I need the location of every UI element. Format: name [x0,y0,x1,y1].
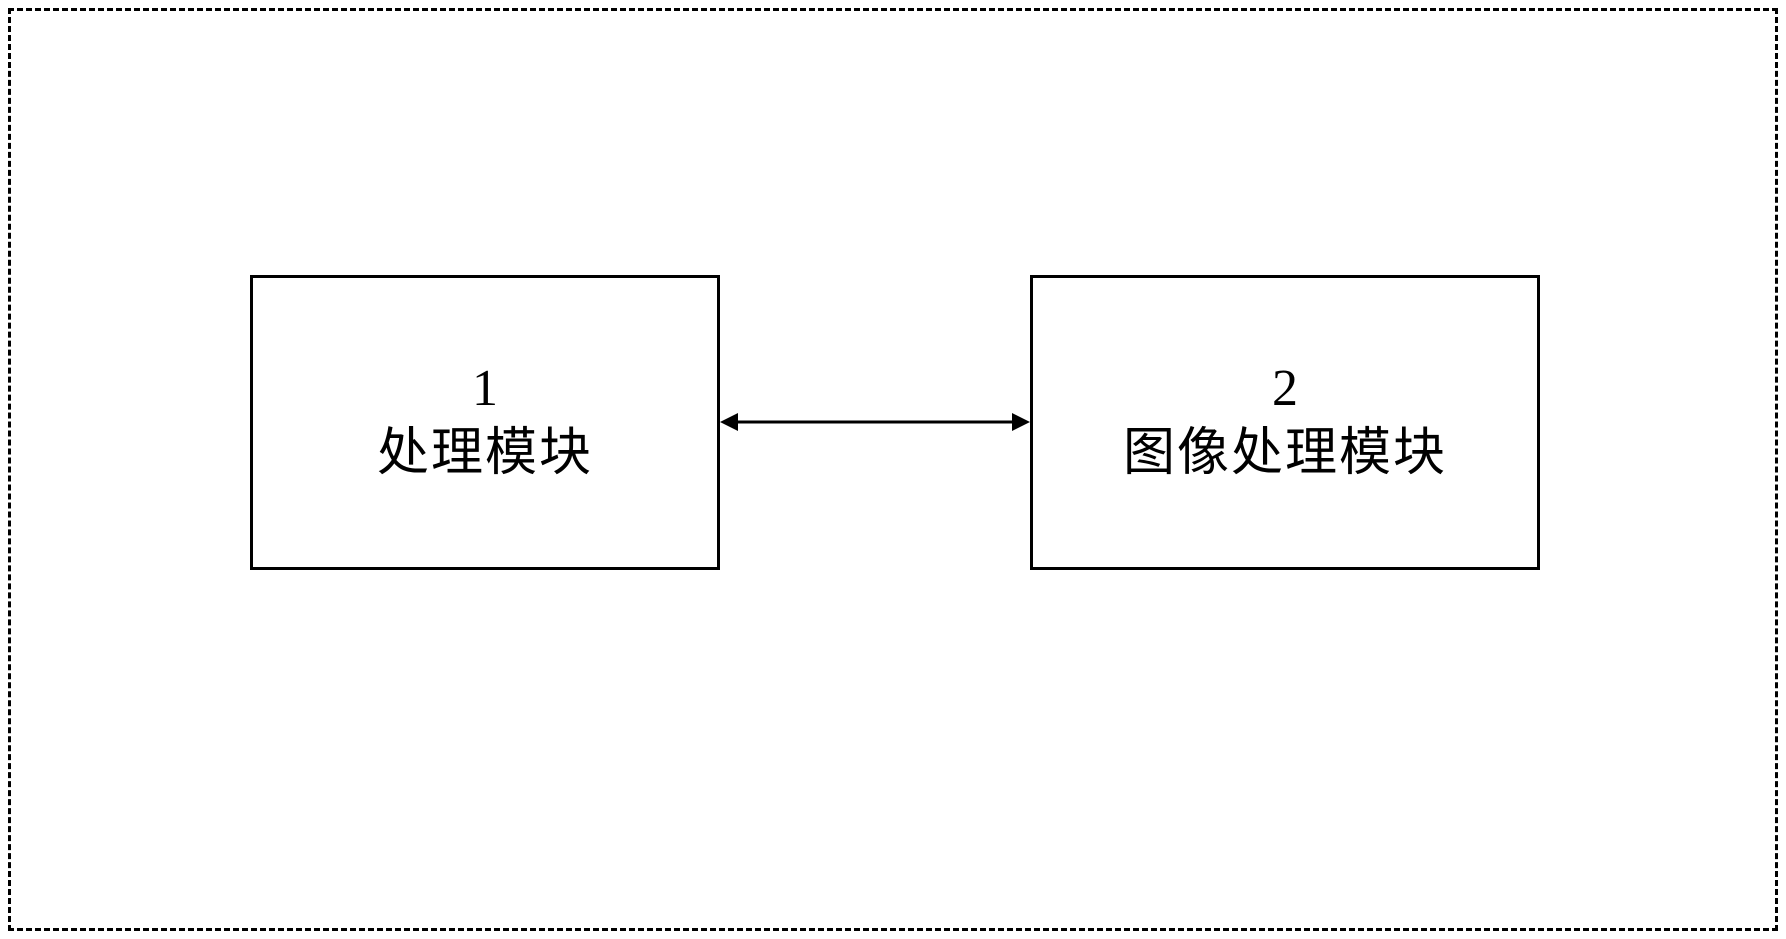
node-label: 图像处理模块 [1123,420,1447,488]
edge-bidirectional-arrow [700,402,1050,442]
node-processing-module: 1 处理模块 [250,275,720,570]
node-label: 处理模块 [377,420,593,488]
node-image-processing-module: 2 图像处理模块 [1030,275,1540,570]
node-number: 1 [472,358,498,420]
node-number: 2 [1272,358,1298,420]
